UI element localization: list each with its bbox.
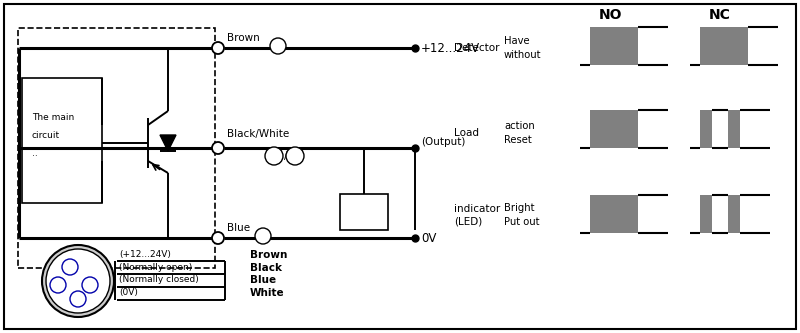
Bar [340,194,388,230]
Circle shape [212,232,224,244]
Circle shape [286,147,304,165]
Circle shape [50,277,66,293]
Text: 2: 2 [55,280,61,289]
Text: Load: Load [454,128,479,138]
Polygon shape [160,135,176,151]
Text: (0V): (0V) [119,288,138,297]
Text: (+12...24V): (+12...24V) [119,250,171,259]
Text: action: action [504,121,534,131]
Text: 2: 2 [292,152,298,161]
Circle shape [270,38,286,54]
Text: +12...24V: +12...24V [421,42,480,55]
Circle shape [46,249,110,313]
Text: Blue: Blue [250,275,276,285]
Circle shape [255,228,271,244]
Text: (Output): (Output) [421,137,466,147]
Text: Detector: Detector [454,43,499,53]
Bar [590,110,638,148]
Text: Blue: Blue [227,223,250,233]
Circle shape [70,291,86,307]
Text: /: / [284,151,287,161]
Bar [18,28,215,268]
Text: circuit: circuit [32,131,60,140]
Text: 3: 3 [260,231,266,240]
Bar [590,195,638,233]
Text: (Normally open): (Normally open) [119,263,192,272]
Text: NO: NO [598,8,622,22]
Bar [728,110,740,148]
Text: Have: Have [504,36,530,46]
Text: 3: 3 [75,294,81,303]
Bar [700,27,748,65]
Circle shape [42,245,114,317]
Bar [590,27,638,65]
Text: 0V: 0V [421,231,436,244]
Text: ..: .. [32,149,38,158]
Text: Load: Load [351,207,377,217]
Text: Reset: Reset [504,135,532,145]
Bar [700,110,712,148]
Circle shape [82,277,98,293]
Text: Brown: Brown [250,250,287,260]
Text: (LED): (LED) [454,216,482,226]
Text: NC: NC [709,8,731,22]
Text: indicator: indicator [454,204,500,214]
Text: The main: The main [32,114,74,123]
Circle shape [265,147,283,165]
Text: Black: Black [250,263,282,273]
Text: Black/White: Black/White [227,129,290,139]
Text: 4: 4 [271,152,277,161]
Text: Bright: Bright [504,203,534,213]
Text: Brown: Brown [227,33,260,43]
Text: (Normally closed): (Normally closed) [119,275,198,284]
Text: 1: 1 [275,42,281,51]
Text: 1: 1 [67,262,73,271]
Bar [700,195,712,233]
Circle shape [212,42,224,54]
Bar [22,78,102,203]
Text: 4: 4 [87,280,93,289]
Circle shape [62,259,78,275]
Bar [728,195,740,233]
Text: without: without [504,50,542,60]
Text: White: White [250,288,285,298]
Circle shape [212,142,224,154]
Text: Put out: Put out [504,217,539,227]
